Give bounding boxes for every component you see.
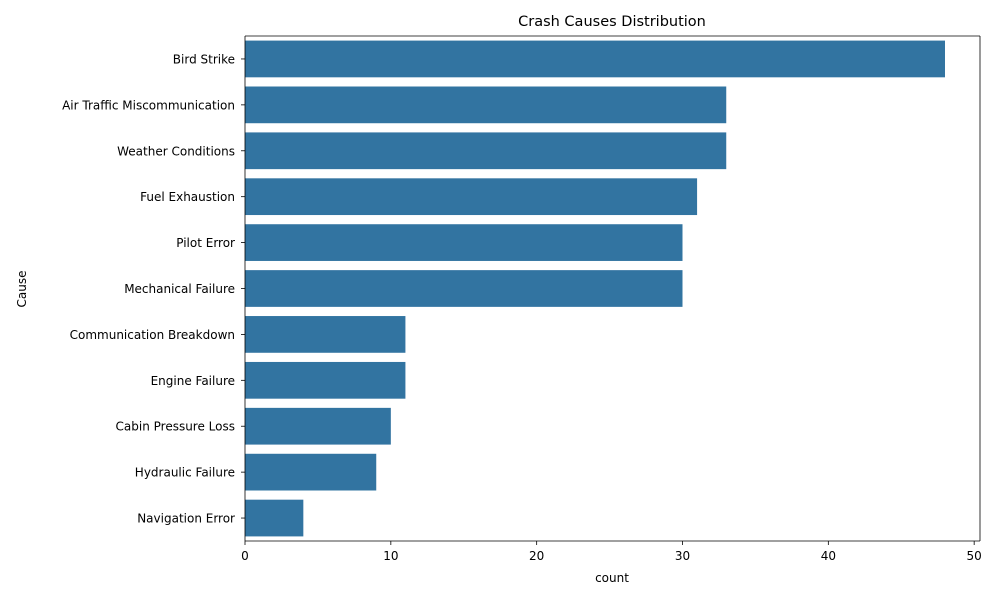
x-tick-label: 40 bbox=[821, 549, 836, 563]
y-tick-label: Cabin Pressure Loss bbox=[116, 420, 235, 434]
bar bbox=[245, 178, 698, 216]
bar bbox=[245, 40, 945, 78]
x-tick-label: 30 bbox=[675, 549, 690, 563]
bar bbox=[245, 86, 727, 124]
chart-title: Crash Causes Distribution bbox=[518, 14, 706, 30]
y-tick-label: Fuel Exhaustion bbox=[140, 190, 235, 204]
y-axis-label: Cause bbox=[15, 271, 29, 308]
y-tick-label: Bird Strike bbox=[173, 52, 235, 66]
bar bbox=[245, 270, 683, 307]
x-tick-label: 20 bbox=[529, 549, 544, 563]
x-tick-label: 10 bbox=[383, 549, 398, 563]
y-tick-label: Engine Failure bbox=[151, 374, 235, 388]
y-tick-label: Mechanical Failure bbox=[124, 282, 235, 296]
x-tick-layer: 0 10 20 30 40 50 bbox=[241, 541, 982, 563]
y-tick-label: Hydraulic Failure bbox=[135, 466, 235, 480]
bar bbox=[245, 132, 727, 170]
bar bbox=[245, 224, 683, 261]
y-tick-label: Air Traffic Miscommunication bbox=[62, 98, 235, 112]
y-tick-label: Pilot Error bbox=[176, 236, 235, 250]
bar bbox=[245, 499, 304, 537]
y-tick-layer: Bird Strike Air Traffic Miscommunication W… bbox=[62, 52, 245, 526]
y-tick-label: Navigation Error bbox=[137, 512, 235, 526]
bar bbox=[245, 407, 391, 445]
bar bbox=[245, 453, 377, 491]
bar bbox=[245, 361, 406, 399]
bars-layer bbox=[245, 40, 945, 537]
x-tick-label: 50 bbox=[967, 549, 982, 563]
x-tick-label: 0 bbox=[241, 549, 249, 563]
y-tick-label: Communication Breakdown bbox=[70, 328, 235, 342]
x-axis-label: count bbox=[595, 571, 629, 585]
y-tick-label: Weather Conditions bbox=[117, 144, 235, 158]
bar bbox=[245, 316, 406, 353]
